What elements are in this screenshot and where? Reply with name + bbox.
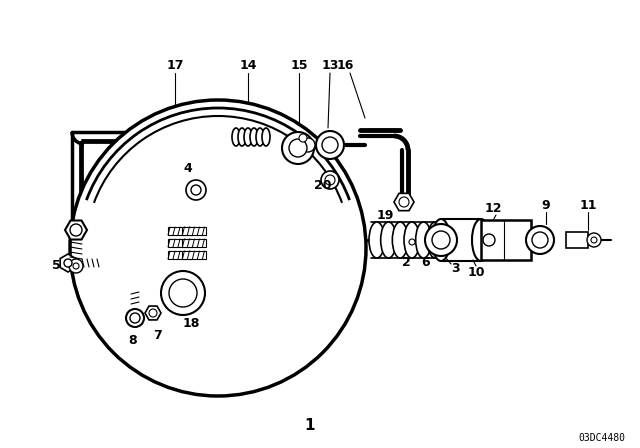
Circle shape (169, 279, 197, 307)
Ellipse shape (244, 128, 252, 146)
Text: 14: 14 (239, 59, 257, 72)
Text: 8: 8 (129, 333, 138, 346)
Ellipse shape (262, 128, 270, 146)
Ellipse shape (472, 219, 490, 261)
Ellipse shape (238, 128, 246, 146)
Bar (168, 251, 192, 259)
Circle shape (160, 215, 216, 271)
Circle shape (532, 232, 548, 248)
Circle shape (591, 237, 597, 243)
Text: 13: 13 (321, 59, 339, 72)
Circle shape (388, 232, 404, 248)
Circle shape (130, 313, 140, 323)
Circle shape (161, 271, 205, 315)
Circle shape (126, 309, 144, 327)
Text: 10: 10 (467, 266, 484, 279)
Polygon shape (145, 306, 161, 320)
Polygon shape (394, 194, 414, 211)
Circle shape (405, 235, 419, 249)
Text: 18: 18 (182, 316, 200, 329)
Circle shape (123, 153, 313, 343)
Circle shape (299, 134, 307, 142)
Text: 11: 11 (579, 198, 596, 211)
Circle shape (76, 106, 360, 390)
Text: 20: 20 (314, 178, 332, 191)
Ellipse shape (428, 222, 443, 258)
Circle shape (483, 234, 495, 246)
Bar (566, 232, 588, 248)
Ellipse shape (404, 222, 420, 258)
Circle shape (321, 171, 339, 189)
Circle shape (322, 137, 338, 153)
Text: 5: 5 (52, 258, 60, 271)
Circle shape (316, 131, 344, 159)
Text: 19: 19 (376, 208, 394, 221)
Circle shape (282, 132, 314, 164)
Text: 16: 16 (336, 59, 354, 72)
Bar (481, 220, 531, 260)
Bar (182, 239, 206, 247)
Ellipse shape (256, 128, 264, 146)
Circle shape (69, 259, 83, 273)
Text: 15: 15 (291, 59, 308, 72)
Ellipse shape (392, 222, 408, 258)
Text: 3: 3 (452, 262, 460, 275)
Text: 7: 7 (152, 328, 161, 341)
Circle shape (149, 309, 157, 317)
Circle shape (84, 114, 352, 382)
Ellipse shape (369, 222, 385, 258)
Text: 1: 1 (305, 418, 316, 432)
Ellipse shape (432, 219, 450, 261)
Polygon shape (65, 220, 87, 240)
Text: 2: 2 (402, 255, 410, 268)
Circle shape (301, 138, 315, 152)
Circle shape (146, 201, 230, 285)
Text: 12: 12 (484, 202, 502, 215)
Circle shape (409, 239, 415, 245)
Ellipse shape (381, 222, 396, 258)
Circle shape (587, 233, 601, 247)
Ellipse shape (250, 128, 258, 146)
Text: 4: 4 (184, 161, 193, 175)
Circle shape (289, 139, 307, 157)
Circle shape (432, 231, 450, 249)
Bar (168, 239, 192, 247)
Bar (168, 227, 192, 235)
Text: 9: 9 (541, 198, 550, 211)
Polygon shape (60, 254, 76, 272)
Circle shape (70, 100, 366, 396)
Circle shape (526, 226, 554, 254)
Ellipse shape (232, 128, 240, 146)
Bar (182, 227, 206, 235)
Circle shape (70, 224, 82, 236)
Circle shape (399, 197, 409, 207)
Circle shape (191, 185, 201, 195)
Circle shape (73, 263, 79, 269)
Bar (182, 251, 206, 259)
Text: 6: 6 (422, 255, 430, 268)
Circle shape (325, 175, 335, 185)
Ellipse shape (415, 222, 431, 258)
Circle shape (186, 180, 206, 200)
Circle shape (64, 259, 72, 267)
Text: 03DC4480: 03DC4480 (578, 433, 625, 443)
Circle shape (425, 224, 457, 256)
Text: 17: 17 (166, 59, 184, 72)
Bar (441, 219, 481, 261)
